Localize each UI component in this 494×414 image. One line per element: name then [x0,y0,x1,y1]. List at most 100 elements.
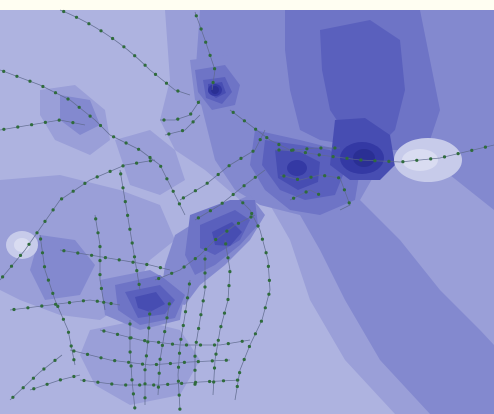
network-node [16,125,20,129]
network-node [228,270,232,274]
network-node [146,340,150,344]
network-node [163,330,167,334]
network-node [238,371,242,375]
network-node [247,344,251,349]
network-node [256,224,260,228]
network-node [337,176,341,180]
network-node [167,302,171,306]
network-node [305,147,309,151]
network-node [219,325,223,329]
network-node [253,332,257,336]
network-node [57,118,61,122]
network-node [258,138,262,142]
network-node [81,299,85,303]
network-node [148,159,152,163]
network-node [0,275,5,279]
network-node [415,158,419,162]
network-node [157,276,161,281]
network-node [67,301,72,305]
network-node [143,63,147,67]
network-node [401,160,405,164]
network-node [359,158,363,162]
network-node [130,378,134,382]
network-node [295,177,300,181]
network-node [166,382,170,386]
network-node [251,149,255,153]
network-node [263,306,267,310]
network-node [83,181,87,185]
network-node [456,152,460,156]
network-node [12,307,16,312]
network-node [111,36,115,41]
network-node [129,336,133,340]
network-node [208,379,212,384]
network-node [40,251,45,255]
network-node [201,299,205,303]
network-node [203,285,207,289]
network-node [46,278,51,282]
network-node [157,340,161,344]
network-node [235,384,239,389]
network-node [51,208,55,212]
network-node [236,221,241,225]
network-node [131,392,135,396]
network-node [60,197,64,201]
network-node [133,406,137,410]
network-node [99,286,103,291]
network-node [235,378,240,382]
network-node [45,382,49,386]
network-node [96,380,100,384]
network-node [96,231,100,235]
network-node [176,379,180,383]
network-node [121,186,125,190]
network-node [126,213,130,217]
network-node [266,264,270,268]
network-node [88,114,92,118]
network-node [180,129,185,133]
network-node [138,383,142,387]
network-node [213,67,217,71]
network-node [242,357,246,362]
network-node [204,247,208,251]
network-node [193,354,197,358]
network-node [26,306,30,310]
network-node [194,14,198,18]
network-node [147,326,151,330]
network-node [220,201,224,205]
network-node [193,257,197,261]
network-node [205,181,209,185]
network-node [131,260,135,264]
network-node [164,81,169,85]
network-node [177,351,182,355]
top-paper-strip [0,0,494,10]
network-node [15,74,19,78]
network-node [27,242,31,246]
network-node [212,380,216,384]
network-node [184,343,189,347]
network-node [62,249,66,253]
network-node [143,339,147,343]
network-node [77,105,81,109]
network-node [128,227,132,231]
network-node [212,343,217,347]
network-node [160,343,164,347]
network-node [277,148,281,152]
network-node [211,80,215,85]
network-node [442,155,447,159]
network-node [170,271,174,275]
network-node [98,123,103,128]
network-node [162,118,166,122]
network-node [303,151,307,155]
network-node [170,342,175,346]
network-node [194,380,198,384]
network-node [429,157,433,161]
network-node [135,161,139,165]
network-node [137,282,141,286]
network-node [342,188,346,192]
network-node [42,367,46,371]
network-node [254,127,258,131]
network-node [103,256,107,260]
network-node [148,155,152,160]
network-node [99,29,103,33]
